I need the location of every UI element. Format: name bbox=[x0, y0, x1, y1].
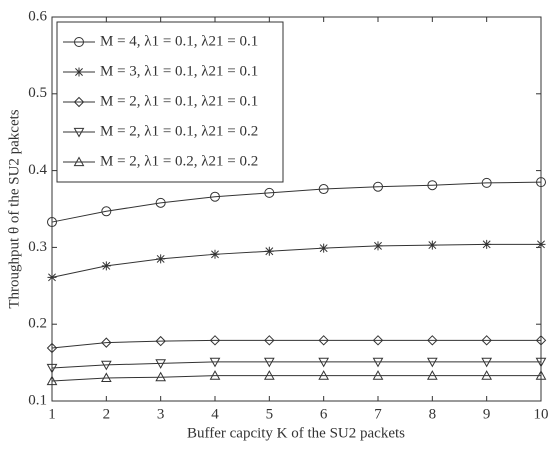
marker bbox=[318, 357, 330, 368]
marker bbox=[46, 363, 58, 374]
x-tick-label: 9 bbox=[483, 406, 491, 422]
marker bbox=[46, 342, 58, 354]
y-tick-label: 0.4 bbox=[28, 162, 47, 178]
x-tick-label: 10 bbox=[534, 406, 549, 422]
marker bbox=[318, 184, 329, 195]
y-tick-label: 0.5 bbox=[28, 85, 47, 101]
marker bbox=[74, 67, 84, 77]
x-tick-label: 8 bbox=[429, 406, 437, 422]
x-tick-label: 2 bbox=[103, 406, 111, 422]
marker bbox=[46, 375, 58, 386]
legend-label: M = 2, λ1 = 0.1, λ21 = 0.1 bbox=[100, 93, 258, 109]
marker bbox=[264, 335, 275, 346]
series-line bbox=[51, 181, 542, 223]
y-tick-label: 0.1 bbox=[28, 392, 47, 408]
marker bbox=[481, 370, 493, 380]
marker bbox=[73, 96, 85, 108]
marker bbox=[101, 206, 112, 217]
marker bbox=[210, 191, 220, 202]
marker bbox=[47, 272, 57, 282]
marker bbox=[372, 370, 384, 380]
marker bbox=[427, 180, 438, 191]
marker bbox=[482, 239, 492, 249]
marker bbox=[373, 241, 383, 251]
marker bbox=[427, 240, 437, 250]
x-tick-label: 6 bbox=[320, 406, 328, 422]
marker bbox=[101, 337, 112, 348]
x-tick-label: 3 bbox=[157, 406, 165, 422]
legend-label: M = 2, λ1 = 0.1, λ21 = 0.2 bbox=[100, 123, 258, 139]
marker bbox=[209, 370, 221, 380]
marker bbox=[100, 360, 112, 371]
marker bbox=[47, 217, 57, 228]
y-axis-label: Throughput θ of the SU2 pakcets bbox=[6, 109, 22, 308]
legend-label: M = 3, λ1 = 0.1, λ21 = 0.1 bbox=[100, 63, 258, 79]
marker bbox=[264, 246, 274, 256]
marker bbox=[155, 359, 167, 369]
y-tick-label: 0.3 bbox=[28, 239, 47, 255]
series-line bbox=[51, 243, 541, 278]
marker bbox=[536, 177, 546, 188]
marker bbox=[426, 370, 438, 380]
marker bbox=[426, 357, 438, 368]
y-tick-label: 0.6 bbox=[28, 8, 47, 24]
marker bbox=[318, 335, 329, 346]
x-tick-label: 7 bbox=[374, 406, 382, 422]
marker bbox=[209, 335, 221, 346]
series-line bbox=[51, 339, 541, 349]
marker bbox=[74, 37, 84, 47]
x-tick-label: 1 bbox=[48, 406, 56, 422]
marker bbox=[209, 357, 221, 368]
marker bbox=[155, 371, 167, 382]
marker bbox=[155, 335, 166, 347]
marker bbox=[156, 254, 166, 264]
marker bbox=[319, 243, 329, 253]
x-axis-label: Buffer capcity K of the SU2 packets bbox=[187, 425, 405, 441]
marker bbox=[264, 187, 275, 198]
marker bbox=[481, 177, 492, 188]
marker bbox=[155, 197, 166, 208]
series-line bbox=[51, 375, 541, 382]
marker bbox=[210, 249, 220, 259]
marker bbox=[481, 335, 492, 346]
marker bbox=[535, 335, 547, 346]
marker bbox=[372, 335, 384, 346]
legend-label: M = 4, λ1 = 0.1, λ21 = 0.1 bbox=[100, 33, 258, 49]
marker bbox=[535, 357, 547, 368]
marker bbox=[535, 370, 547, 380]
marker bbox=[318, 370, 330, 380]
marker bbox=[263, 357, 275, 368]
marker bbox=[427, 335, 438, 346]
marker bbox=[372, 357, 384, 368]
marker bbox=[481, 357, 493, 368]
marker bbox=[100, 372, 112, 383]
marker bbox=[73, 127, 85, 138]
marker bbox=[263, 370, 275, 380]
legend-label: M = 2, λ1 = 0.2, λ21 = 0.2 bbox=[100, 153, 258, 169]
marker bbox=[101, 261, 111, 271]
x-tick-label: 5 bbox=[266, 406, 274, 422]
marker bbox=[536, 239, 546, 249]
y-tick-label: 0.2 bbox=[28, 316, 47, 332]
x-tick-label: 4 bbox=[211, 406, 219, 422]
marker bbox=[373, 181, 383, 192]
marker bbox=[73, 156, 85, 167]
series-line bbox=[51, 361, 541, 369]
